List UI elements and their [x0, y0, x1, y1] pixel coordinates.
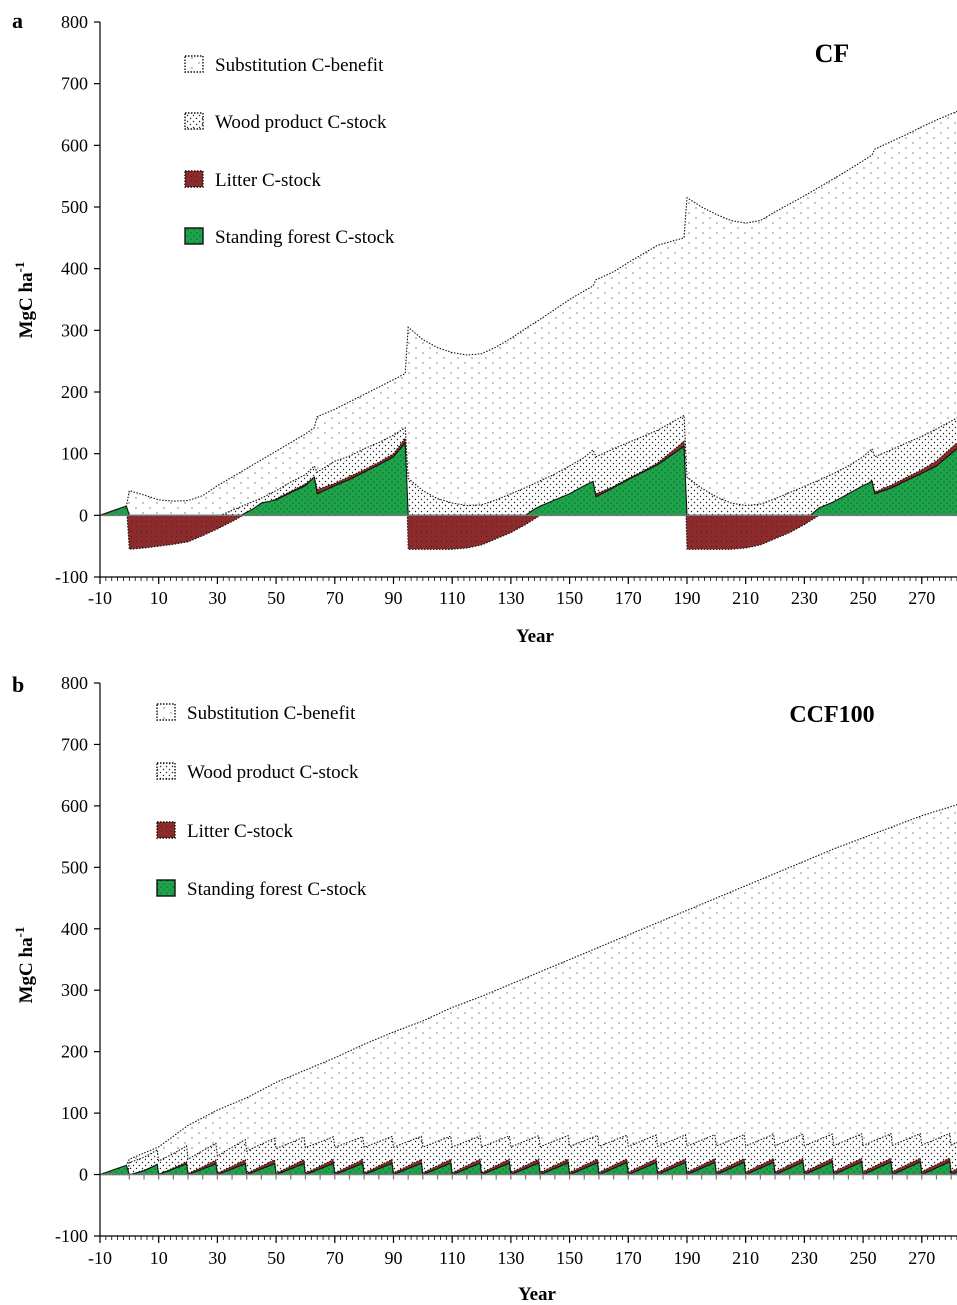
- panel-a-axes: -100 0 100 200 300 400 500 600 700 800 -10 10 30 50 70…: [55, 12, 957, 608]
- x-tick-label: 190: [673, 588, 700, 608]
- x-tick-label: 130: [497, 588, 524, 608]
- x-tick-label: 90: [384, 1248, 402, 1268]
- x-tick-label: 270: [908, 588, 935, 608]
- line-substitution-c-benefit: [99, 804, 957, 1176]
- x-tick-label: 250: [850, 588, 877, 608]
- x-tick-label: 110: [439, 588, 465, 608]
- y-tick-label: -100: [55, 567, 88, 587]
- legend-swatch-standing-forest-c-stock: [184, 227, 204, 245]
- panel-letter-a: a: [12, 8, 23, 33]
- legend-label-standing-forest-c-stock: Standing forest C-stock: [215, 227, 395, 248]
- line-litter-c-stock: [100, 1157, 957, 1176]
- panel-a-title: CF: [815, 39, 850, 68]
- x-tick-label: 270: [908, 1248, 935, 1268]
- legend-label-litter-c-stock: Litter C-stock: [187, 821, 294, 842]
- legend-swatch-litter-c-stock: [156, 821, 176, 839]
- x-tick-label: 170: [615, 588, 642, 608]
- x-tick-label: -10: [88, 1248, 112, 1268]
- y-tick-label: 100: [61, 1103, 88, 1123]
- x-tick-label: 10: [150, 588, 168, 608]
- x-tick-label: 30: [208, 588, 226, 608]
- x-tick-label: 250: [850, 1248, 877, 1268]
- x-tick-label: 190: [673, 1248, 700, 1268]
- panel-b-y-axis-label: MgC ha-1: [12, 927, 37, 1004]
- x-tick-label: 70: [326, 1248, 344, 1268]
- x-tick-label: 150: [556, 1248, 583, 1268]
- panel-b-y-axis-label-sup: -1: [12, 927, 27, 938]
- legend-swatch-litter-c-stock: [184, 170, 204, 188]
- legend-label-wood-product-c-stock: Wood product C-stock: [215, 112, 387, 133]
- x-tick-label: -10: [88, 588, 112, 608]
- y-tick-label: 400: [61, 919, 88, 939]
- x-tick-label: 50: [267, 1248, 285, 1268]
- y-tick-label: 200: [61, 382, 88, 402]
- x-tick-label: 230: [791, 588, 818, 608]
- legend-swatch-standing-forest-c-stock: [156, 879, 176, 897]
- x-tick-label: 90: [384, 588, 402, 608]
- legend-swatch-wood-product-c-stock: [184, 112, 204, 130]
- line-standing-forest-c-stock: [99, 441, 957, 516]
- y-tick-label: 100: [61, 444, 88, 464]
- y-tick-label: 700: [61, 74, 88, 94]
- panel-b-x-axis-label: Year: [518, 1284, 557, 1305]
- panel-a-y-axis-label: MgC ha-1: [12, 262, 37, 339]
- legend-label-substitution-c-benefit: Substitution C-benefit: [187, 703, 356, 724]
- panel-b-y-axis-label-main: MgC ha: [16, 937, 37, 1003]
- y-tick-label: 800: [61, 12, 88, 32]
- panel-a-y-axis-label-sup: -1: [12, 262, 27, 273]
- x-tick-label: 230: [791, 1248, 818, 1268]
- panel-a-legend: Substitution C-benefit Wood product C-sto…: [184, 55, 395, 248]
- panel-a-x-axis-label: Year: [516, 626, 555, 647]
- x-tick-label: 70: [326, 588, 344, 608]
- y-tick-label: 300: [61, 980, 88, 1000]
- area-substitution-c-benefit: [100, 804, 957, 1175]
- line-wood-product-c-stock: [100, 1132, 957, 1176]
- panel-b-plot-area: [99, 804, 957, 1176]
- chart-panel-b: b CCF100 -1000100200300400500600700800-1…: [12, 672, 957, 1305]
- line-litter-c-stock: [99, 436, 957, 550]
- area-litter-c-stock: [100, 438, 957, 550]
- panel-letter-b: b: [12, 672, 24, 697]
- x-tick-label: 30: [208, 1248, 226, 1268]
- panel-a-y-axis-label-main: MgC ha: [16, 272, 37, 338]
- chart-panel-a: a CF -100 0 100 200 300 400 500 600 700 800 -10 10 3…: [12, 8, 957, 647]
- y-tick-label: -100: [55, 1226, 88, 1246]
- y-tick-label: 700: [61, 734, 88, 754]
- y-tick-label: 500: [61, 857, 88, 877]
- y-tick-label: 300: [61, 320, 88, 340]
- x-tick-label: 150: [556, 588, 583, 608]
- legend-swatch-substitution-c-benefit: [184, 55, 204, 73]
- x-tick-label: 50: [267, 588, 285, 608]
- line-substitution-c-benefit: [99, 110, 957, 516]
- panel-b-legend: Substitution C-benefit Wood product C-sto…: [156, 703, 367, 900]
- legend-label-standing-forest-c-stock: Standing forest C-stock: [187, 879, 367, 900]
- y-tick-label: 0: [79, 1165, 88, 1185]
- legend-label-wood-product-c-stock: Wood product C-stock: [187, 762, 359, 783]
- x-tick-label: 210: [732, 588, 759, 608]
- y-tick-label: 200: [61, 1042, 88, 1062]
- legend-label-substitution-c-benefit: Substitution C-benefit: [215, 55, 384, 76]
- y-tick-label: 500: [61, 197, 88, 217]
- area-wood-product-c-stock: [100, 1133, 957, 1175]
- legend-swatch-wood-product-c-stock: [156, 762, 176, 780]
- y-tick-label: 400: [61, 259, 88, 279]
- x-tick-label: 130: [497, 1248, 524, 1268]
- y-tick-label: 600: [61, 796, 88, 816]
- y-tick-label: 600: [61, 135, 88, 155]
- y-tick-label: 0: [79, 505, 88, 525]
- line-wood-product-c-stock: [99, 414, 957, 535]
- legend-label-litter-c-stock: Litter C-stock: [215, 170, 322, 191]
- x-tick-label: 110: [439, 1248, 465, 1268]
- x-tick-label: 170: [615, 1248, 642, 1268]
- area-standing-forest-c-stock: [100, 442, 957, 516]
- x-tick-label: 10: [150, 1248, 168, 1268]
- panel-b-axes: -100 0 100 200 300 400 500 600 700 800 -10 10 30 50 70…: [55, 673, 957, 1268]
- x-tick-label: 210: [732, 1248, 759, 1268]
- y-tick-label: 800: [61, 673, 88, 693]
- line-standing-forest-c-stock: [99, 1160, 957, 1176]
- panel-b-title: CCF100: [789, 702, 874, 728]
- legend-swatch-substitution-c-benefit: [156, 703, 176, 721]
